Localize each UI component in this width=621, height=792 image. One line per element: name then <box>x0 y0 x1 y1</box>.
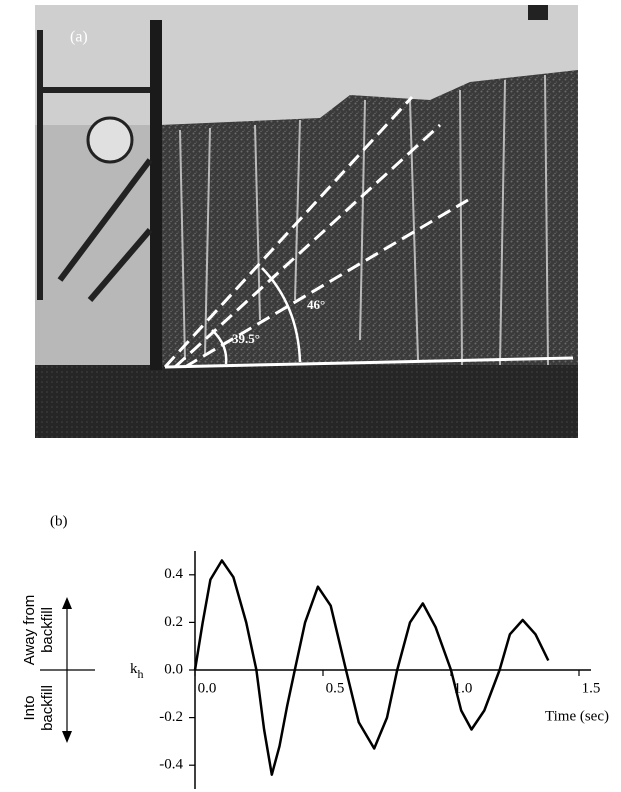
x-tick-label: 0.0 <box>198 680 217 696</box>
chart: -0.4 -0.2 0.0 0.2 0.4 0.0 0.5 1.0 1.5 Time (sec) k… <box>130 551 609 789</box>
data-line <box>193 559 550 776</box>
y-tick-label: 0.4 <box>164 566 183 582</box>
direction-indicator: Away from backfill Into backfill <box>21 595 95 743</box>
x-tick-label: 1.5 <box>582 680 601 696</box>
panel-label: (b) <box>50 513 68 529</box>
x-axis-label: Time (sec) <box>545 708 609 724</box>
direction-label: backfill <box>39 607 56 653</box>
y-tick-label: -0.4 <box>159 757 183 773</box>
x-tick-label: 0.5 <box>326 680 345 696</box>
y-tick-label: 0.0 <box>164 661 183 677</box>
y-tick-label: 0.2 <box>164 614 183 630</box>
y-axis-label-main: k <box>130 661 138 677</box>
y-tick-label: -0.2 <box>159 709 183 725</box>
photo-label: (a) <box>70 29 88 46</box>
x-tick-label: 1.0 <box>454 680 473 696</box>
direction-label: backfill <box>39 685 56 731</box>
y-axis-label-sub: h <box>138 667 144 681</box>
direction-label: Away from <box>21 595 38 666</box>
angle-label: 39.5° <box>232 331 260 346</box>
y-axis-label: kh <box>130 661 144 680</box>
angle-label: 46° <box>307 297 325 312</box>
photo: (a) 39.5° 46° <box>35 5 578 438</box>
direction-label: Into <box>21 695 38 720</box>
